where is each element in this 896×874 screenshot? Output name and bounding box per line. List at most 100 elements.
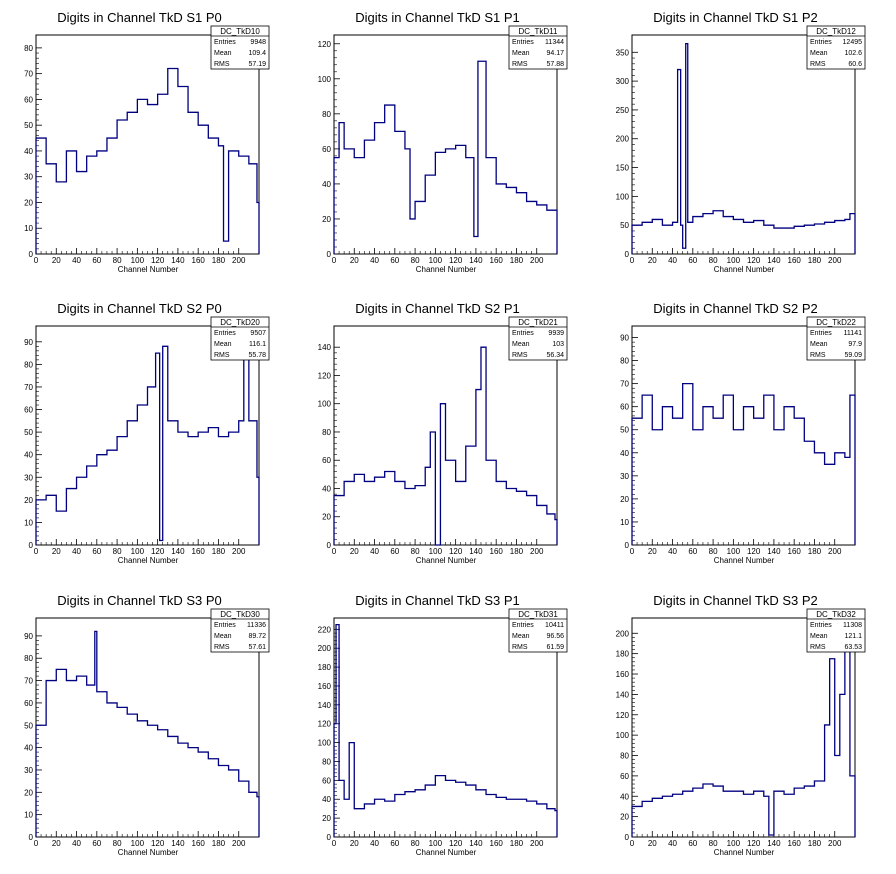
- stats-value-mean: 94.17: [546, 50, 564, 57]
- stats-label-mean: Mean: [810, 633, 828, 640]
- stats-label-mean: Mean: [214, 633, 232, 640]
- x-tick-label: 180: [808, 256, 822, 265]
- x-tick-label: 20: [52, 839, 61, 848]
- y-tick-label: 10: [24, 224, 33, 233]
- y-tick-label: 140: [318, 701, 332, 710]
- y-tick-label: 80: [24, 360, 33, 369]
- y-tick-label: 50: [24, 121, 33, 130]
- y-tick-label: 0: [29, 250, 34, 259]
- stats-label-rms: RMS: [214, 61, 230, 68]
- x-tick-label: 20: [350, 547, 359, 556]
- x-tick-label: 40: [72, 547, 81, 556]
- x-tick-label: 120: [449, 839, 463, 848]
- stats-box: DC_TkD30 Entries 11336 Mean 89.72 RMS 57.61: [210, 608, 270, 653]
- x-tick-label: 200: [828, 547, 842, 556]
- y-tick-label: 80: [322, 428, 331, 437]
- x-tick-label: 40: [72, 839, 81, 848]
- x-tick-label: 80: [411, 839, 420, 848]
- x-tick-label: 160: [788, 839, 802, 848]
- y-tick-label: 20: [322, 513, 331, 522]
- stats-label-entries: Entries: [512, 39, 534, 46]
- stats-value-rms: 60.6: [848, 61, 862, 68]
- y-tick-label: 220: [318, 625, 332, 634]
- stats-label-entries: Entries: [512, 330, 534, 337]
- chart-title: Digits in Channel TkD S3 P1: [355, 593, 520, 608]
- stats-value-rms: 57.19: [248, 61, 266, 68]
- x-axis-label: Channel Number: [118, 556, 179, 565]
- stats-label-entries: Entries: [214, 330, 236, 337]
- y-tick-label: 60: [620, 772, 629, 781]
- stats-value-entries: 9948: [250, 39, 266, 46]
- x-tick-label: 100: [429, 839, 443, 848]
- x-axis-label: Channel Number: [416, 848, 477, 857]
- histogram-line: [35, 630, 260, 837]
- stats-label-rms: RMS: [512, 644, 528, 651]
- y-tick-label: 20: [322, 814, 331, 823]
- x-tick-label: 40: [370, 839, 379, 848]
- stats-label-entries: Entries: [810, 330, 832, 337]
- x-tick-label: 0: [630, 839, 635, 848]
- x-tick-label: 60: [92, 256, 101, 265]
- x-tick-label: 80: [709, 256, 718, 265]
- y-tick-label: 20: [620, 813, 629, 822]
- stats-label-rms: RMS: [810, 644, 826, 651]
- stats-value-rms: 57.88: [546, 61, 564, 68]
- x-axis-label: Channel Number: [714, 556, 775, 565]
- stats-value-rms: 55.78: [248, 352, 266, 359]
- y-tick-label: 150: [616, 164, 630, 173]
- y-tick-label: 80: [322, 110, 331, 119]
- y-tick-label: 20: [620, 495, 629, 504]
- stats-histogram-name: DC_TkD12: [816, 27, 856, 36]
- y-tick-label: 40: [620, 792, 629, 801]
- x-axis-label: Channel Number: [118, 848, 179, 857]
- y-tick-label: 90: [24, 632, 33, 641]
- y-tick-label: 160: [318, 682, 332, 691]
- x-tick-label: 20: [648, 256, 657, 265]
- x-tick-label: 100: [727, 839, 741, 848]
- chart-title: Digits in Channel TkD S3 P2: [653, 593, 818, 608]
- stats-label-entries: Entries: [214, 39, 236, 46]
- stats-label-rms: RMS: [214, 352, 230, 359]
- histogram-panel: Digits in Channel TkD S2 P1 0 20 40 60 80 100 1…: [318, 301, 568, 565]
- histogram-line: [333, 60, 558, 254]
- y-tick-label: 120: [616, 711, 630, 720]
- histogram-line: [631, 382, 856, 545]
- stats-label-mean: Mean: [512, 341, 530, 348]
- stats-box: DC_TkD10 Entries 9948 Mean 109.4 RMS 57.19: [210, 25, 270, 70]
- stats-label-mean: Mean: [512, 50, 530, 57]
- x-tick-label: 20: [52, 547, 61, 556]
- y-tick-label: 60: [322, 776, 331, 785]
- x-tick-label: 40: [668, 547, 677, 556]
- histogram-line: [333, 623, 558, 837]
- x-tick-label: 180: [212, 547, 226, 556]
- y-tick-label: 80: [322, 757, 331, 766]
- x-tick-label: 0: [332, 547, 337, 556]
- x-tick-label: 0: [332, 839, 337, 848]
- stats-value-entries: 11336: [247, 622, 266, 629]
- y-tick-label: 60: [322, 145, 331, 154]
- x-tick-label: 40: [370, 547, 379, 556]
- y-tick-label: 40: [24, 451, 33, 460]
- y-tick-label: 100: [318, 75, 332, 84]
- histogram-line: [631, 632, 856, 837]
- x-tick-label: 80: [411, 256, 420, 265]
- stats-label-rms: RMS: [214, 644, 230, 651]
- stats-value-entries: 11344: [545, 39, 564, 46]
- x-tick-label: 160: [490, 839, 504, 848]
- stats-box: DC_TkD11 Entries 11344 Mean 94.17 RMS 57.88: [508, 25, 568, 70]
- stats-value-mean: 89.72: [248, 633, 266, 640]
- y-tick-label: 40: [322, 795, 331, 804]
- x-tick-label: 120: [747, 839, 761, 848]
- y-tick-label: 20: [24, 496, 33, 505]
- y-tick-label: 0: [625, 833, 630, 842]
- y-tick-label: 10: [620, 518, 629, 527]
- x-tick-label: 160: [192, 256, 206, 265]
- y-tick-label: 140: [318, 343, 332, 352]
- chart-title: Digits in Channel TkD S1 P0: [57, 10, 222, 25]
- x-tick-label: 100: [131, 547, 145, 556]
- stats-value-entries: 11308: [843, 622, 862, 629]
- stats-box-frame: [806, 25, 866, 70]
- chart-title: Digits in Channel TkD S2 P1: [355, 301, 520, 316]
- y-tick-label: 40: [322, 484, 331, 493]
